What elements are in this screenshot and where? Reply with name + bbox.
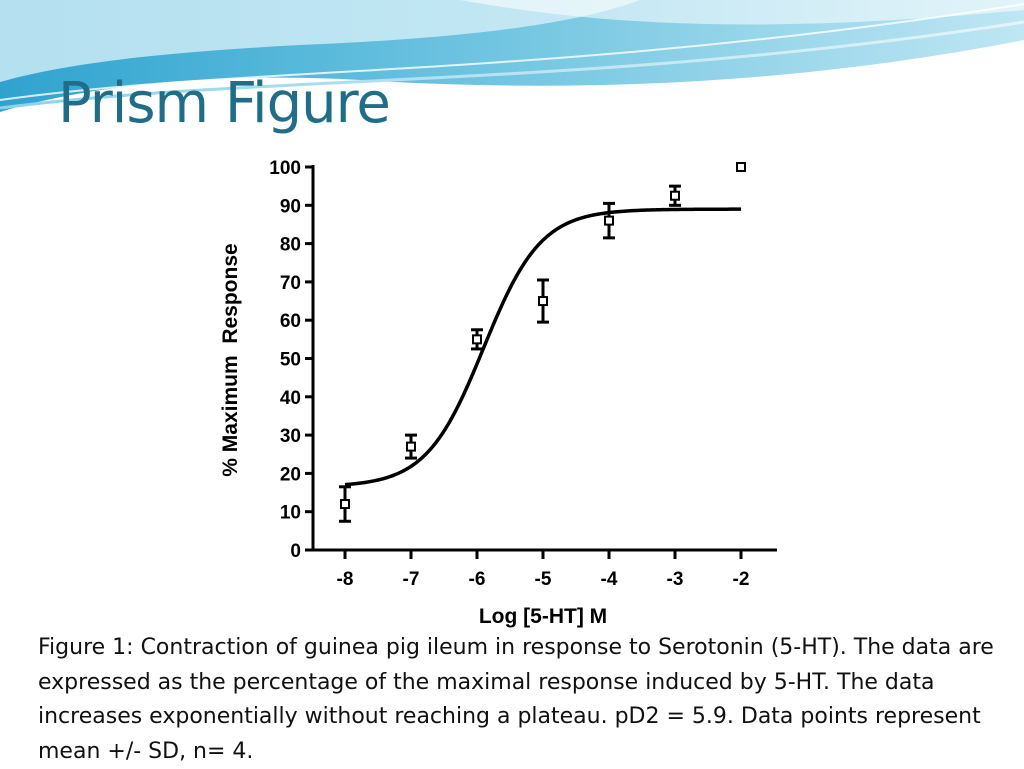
x-tick-label: -8 bbox=[337, 569, 354, 590]
y-tick-label: 40 bbox=[280, 388, 301, 409]
y-axis-ticks: 0 10 20 30 40 50 60 70 80 90 100 bbox=[269, 158, 313, 562]
x-axis-label: Log [5-HT] M bbox=[479, 605, 607, 628]
data-point-marker bbox=[340, 499, 350, 510]
y-axis-label: % Maximum Response bbox=[219, 243, 242, 476]
y-tick-label: 0 bbox=[290, 541, 301, 562]
y-tick-label: 30 bbox=[280, 426, 301, 447]
y-tick-label: 80 bbox=[280, 235, 301, 256]
data-point-marker bbox=[538, 296, 548, 307]
data-points bbox=[339, 162, 746, 523]
data-point-marker bbox=[472, 334, 482, 345]
y-tick-label: 60 bbox=[280, 311, 301, 332]
dose-response-chart: 0 10 20 30 40 50 60 70 80 90 100 -8 -7 -6 -5 -4 -3 -2 Lo… bbox=[219, 158, 777, 628]
y-tick-label: 50 bbox=[280, 350, 301, 371]
data-point-marker bbox=[406, 441, 416, 452]
x-tick-label: -5 bbox=[535, 569, 552, 590]
y-tick-label: 70 bbox=[280, 273, 301, 294]
x-tick-label: -6 bbox=[469, 569, 486, 590]
data-point-marker bbox=[604, 215, 614, 226]
y-tick-label: 20 bbox=[280, 464, 301, 485]
x-tick-label: -3 bbox=[667, 569, 684, 590]
slide-title: Prism Figure bbox=[58, 71, 391, 136]
y-tick-label: 90 bbox=[280, 196, 301, 217]
y-tick-label: 10 bbox=[280, 503, 301, 524]
figure-caption: Figure 1: Contraction of guinea pig ileu… bbox=[38, 635, 994, 764]
x-axis-ticks: -8 -7 -6 -5 -4 -3 -2 bbox=[337, 550, 750, 590]
y-tick-label: 100 bbox=[269, 158, 301, 179]
x-tick-label: -2 bbox=[733, 569, 750, 590]
data-point-marker bbox=[670, 190, 680, 201]
x-tick-label: -7 bbox=[403, 569, 420, 590]
data-point-marker bbox=[736, 162, 746, 172]
slide-header-banner bbox=[0, 0, 1024, 112]
x-tick-label: -4 bbox=[601, 569, 618, 590]
fit-curve bbox=[344, 207, 742, 487]
